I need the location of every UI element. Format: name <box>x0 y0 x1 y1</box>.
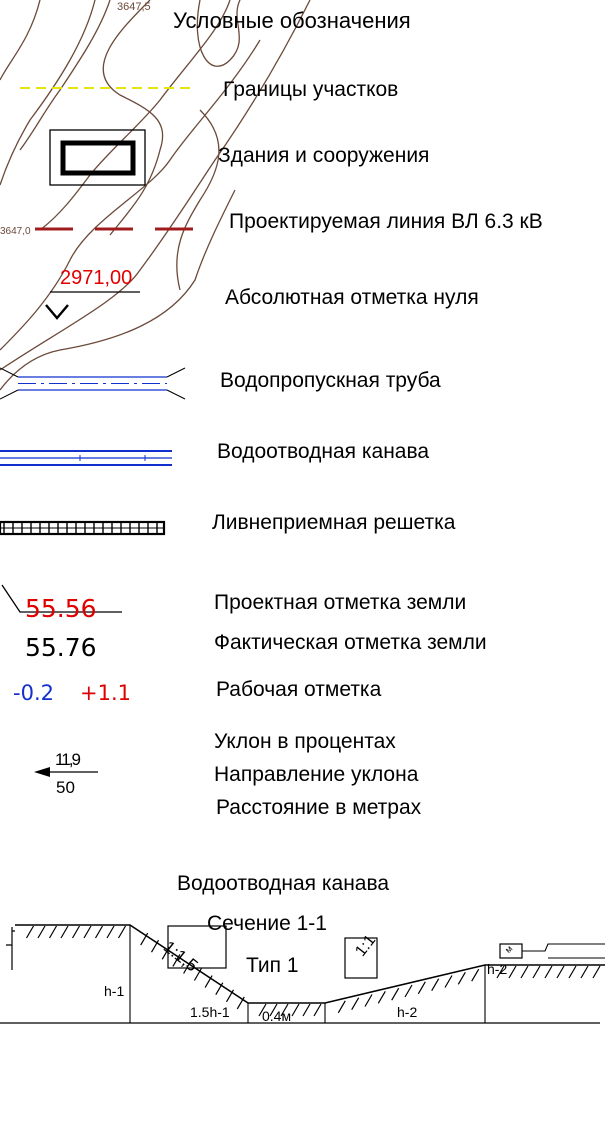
legend-grate-label: Ливнеприемная решетка <box>212 511 456 534</box>
legend-design-mark-label: Проектная отметка земли <box>214 591 467 614</box>
legend-culvert-label: Водопропускная труба <box>220 369 441 392</box>
contour-label-top: 3647,5 <box>117 1 151 13</box>
design-mark-leader <box>1 584 122 613</box>
legend-work-mark-label: Рабочая отметка <box>216 678 382 701</box>
dim-bottom-right-label: h-2 <box>397 1004 418 1020</box>
legend-title: Условные обозначения <box>173 8 411 33</box>
zero-mark-symbol <box>45 291 140 320</box>
legend-slope-percent-label: Уклон в процентах <box>214 730 396 753</box>
distance-value: 50 <box>56 778 75 797</box>
grate-symbol <box>0 520 166 536</box>
work-mark-cut-value: -0.2 <box>13 681 54 705</box>
dim-bottom-mid-label: 0.4м <box>262 1008 292 1024</box>
work-mark-fill-value: +1.1 <box>80 681 131 705</box>
legend-boundaries-label: Границы участков <box>223 78 399 101</box>
slope-value: 11,9 <box>55 750 81 769</box>
legend-zero-mark-label: Абсолютная отметка нуля <box>225 286 479 309</box>
dim-h2-right-label: h-2 <box>487 961 508 977</box>
section-type-label: Тип 1 <box>246 954 299 977</box>
legend-slope-direction-label: Направление уклона <box>214 763 419 786</box>
contour-lines <box>0 0 311 391</box>
building-symbol-inner <box>60 140 136 176</box>
culvert-symbol <box>0 367 186 400</box>
ditch-profile <box>0 924 605 1024</box>
actual-mark-value: 55.76 <box>25 633 97 662</box>
slope-symbol <box>34 767 98 777</box>
ditch-symbol <box>0 450 172 466</box>
legend-distance-label: Расстояние в метрах <box>216 796 422 819</box>
legend-actual-mark-label: Фактическая отметка земли <box>214 631 487 654</box>
legend-ditch-label: Водоотводная канава <box>217 440 430 463</box>
dim-bottom-left-label: 1.5h-1 <box>190 1004 230 1020</box>
section-subtitle: Сечение 1-1 <box>207 912 327 935</box>
building-symbol-outer <box>49 129 146 186</box>
legend-power-line-label: Проектируемая линия ВЛ 6.3 кВ <box>229 210 543 233</box>
design-mark-value: 55.56 <box>25 594 97 623</box>
zero-mark-value: 2971,00 <box>60 267 132 289</box>
dim-h1-label: h-1 <box>104 983 125 999</box>
contour-label-left: 3647,0 <box>0 226 31 237</box>
legend-buildings-label: Здания и сооружения <box>218 144 430 167</box>
section-title: Водоотводная канава <box>177 872 390 895</box>
